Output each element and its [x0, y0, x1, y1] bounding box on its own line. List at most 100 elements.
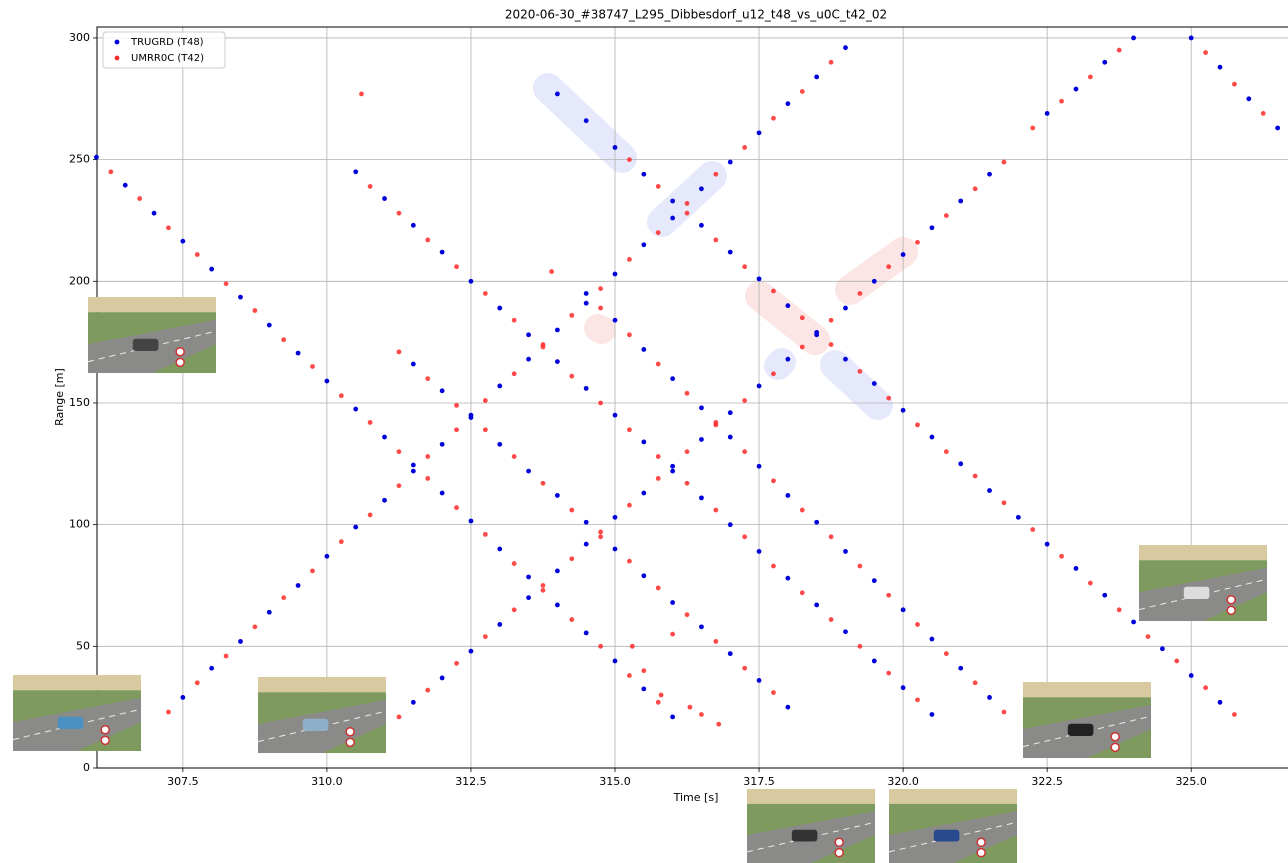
point: [627, 502, 632, 508]
point: [756, 276, 762, 282]
point: [727, 410, 733, 416]
point: [857, 643, 863, 649]
point: [439, 490, 445, 496]
point: [799, 315, 805, 321]
photo-sky: [258, 677, 386, 693]
photo: [87, 297, 217, 373]
x-tick-label: 312.5: [455, 775, 487, 788]
photo-sign: [1226, 594, 1236, 605]
point: [857, 291, 863, 296]
point: [799, 89, 805, 94]
photo-sign: [100, 724, 110, 735]
photo-sign: [834, 837, 844, 848]
point: [641, 242, 647, 248]
point: [857, 563, 863, 569]
photo: [12, 675, 142, 751]
point: [540, 587, 546, 593]
point: [554, 602, 560, 608]
point: [785, 101, 791, 107]
highlights: [533, 73, 918, 420]
point: [771, 288, 776, 294]
legend-marker: [114, 39, 120, 45]
x-tick-label: 322.5: [1031, 775, 1063, 788]
point: [454, 660, 459, 666]
point: [1159, 646, 1165, 652]
point: [915, 697, 920, 703]
point: [900, 685, 906, 691]
point: [771, 563, 776, 569]
point: [972, 680, 978, 686]
point: [641, 490, 647, 496]
point: [281, 595, 287, 601]
point: [252, 308, 258, 313]
point: [670, 631, 676, 637]
point: [583, 291, 589, 296]
point: [684, 480, 690, 486]
point: [353, 524, 359, 530]
point: [684, 201, 690, 206]
point: [684, 390, 690, 396]
point: [598, 305, 603, 311]
point: [1246, 96, 1252, 102]
point: [1217, 64, 1223, 70]
point: [1015, 514, 1021, 520]
point: [497, 441, 503, 447]
point: [612, 271, 618, 277]
point: [324, 378, 330, 384]
point: [382, 434, 387, 440]
point: [742, 449, 748, 455]
point: [166, 225, 171, 231]
point: [756, 677, 762, 683]
point: [814, 519, 820, 525]
point: [655, 476, 661, 481]
point: [1044, 110, 1050, 116]
photo-car: [933, 829, 960, 842]
point: [583, 630, 589, 636]
point: [843, 45, 848, 51]
point: [814, 74, 820, 80]
chart-title: 2020-06-30_#38747_L295_Dibbesdorf_u12_t4…: [505, 8, 887, 22]
point: [799, 507, 805, 513]
photo-sky: [747, 789, 875, 804]
point: [137, 196, 143, 201]
point: [785, 704, 791, 710]
point: [353, 406, 359, 412]
point: [756, 463, 762, 469]
point: [482, 634, 488, 639]
point: [108, 169, 114, 175]
point: [598, 534, 603, 540]
point: [871, 278, 877, 284]
point: [266, 322, 272, 328]
point: [497, 383, 503, 389]
point: [359, 91, 364, 97]
point: [670, 215, 676, 221]
point: [482, 531, 488, 537]
point: [569, 312, 575, 318]
point: [727, 249, 733, 255]
point: [785, 356, 791, 362]
photo-sign: [834, 847, 844, 858]
point: [612, 546, 618, 552]
point: [310, 364, 315, 369]
point: [684, 210, 690, 216]
point: [699, 222, 704, 228]
point: [886, 592, 892, 598]
point: [886, 670, 892, 676]
photo-sign: [345, 726, 355, 737]
point: [1217, 699, 1223, 705]
point: [549, 269, 555, 274]
point: [699, 186, 704, 192]
point: [699, 495, 704, 501]
y-tick-label: 100: [69, 518, 90, 531]
point: [857, 368, 863, 374]
point: [425, 376, 431, 382]
point: [843, 305, 848, 311]
photo-car: [1067, 723, 1094, 736]
point: [900, 252, 906, 257]
legend-box: [102, 31, 226, 69]
point: [670, 463, 676, 469]
point: [454, 505, 459, 511]
y-tick-label: 150: [69, 396, 90, 409]
photo-sign: [175, 346, 185, 357]
point: [756, 130, 762, 136]
